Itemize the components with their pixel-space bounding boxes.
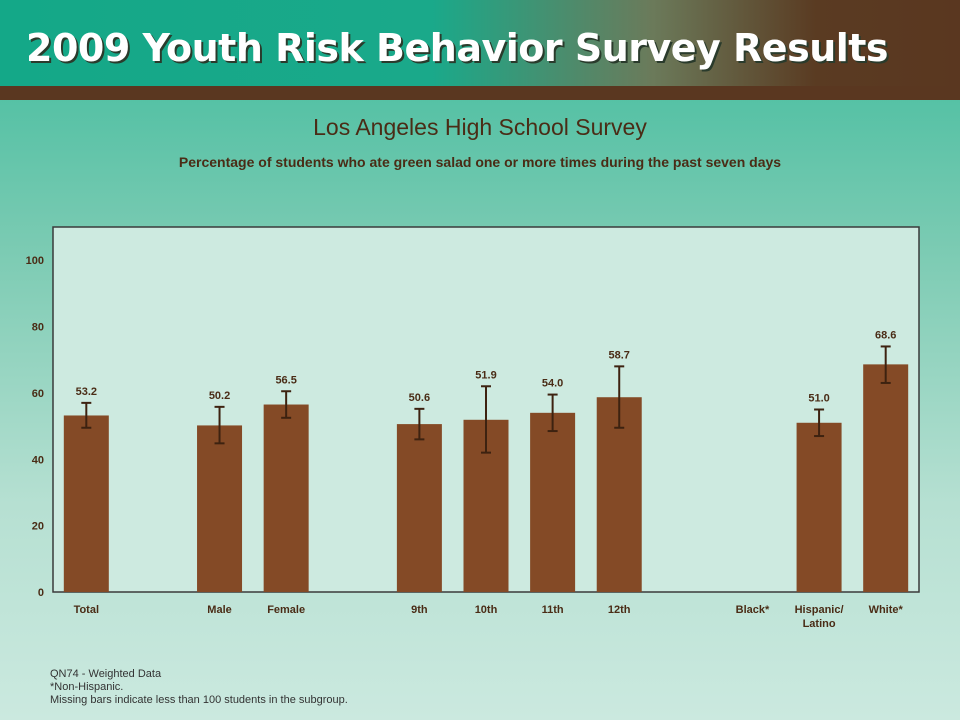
y-tick-label: 60 bbox=[32, 388, 44, 400]
data-label: 50.6 bbox=[409, 392, 430, 404]
y-tick-label: 100 bbox=[26, 255, 44, 267]
data-label: 56.5 bbox=[275, 374, 296, 386]
bar bbox=[596, 397, 642, 592]
x-tick-label: 10th bbox=[475, 604, 498, 616]
x-tick-label: 12th bbox=[608, 604, 631, 616]
y-tick-label: 0 bbox=[38, 587, 44, 599]
footnote-non-hispanic: *Non-Hispanic. bbox=[50, 681, 124, 693]
data-label: 54.0 bbox=[542, 378, 563, 390]
x-tick-label: Female bbox=[267, 604, 305, 616]
footnote-missing-bars: Missing bars indicate less than 100 stud… bbox=[50, 694, 348, 706]
data-label: 51.0 bbox=[808, 393, 829, 405]
x-tick-label: Male bbox=[207, 604, 231, 616]
chart-title: Los Angeles High School Survey bbox=[313, 114, 647, 140]
footnote-qn: QN74 - Weighted Data bbox=[50, 668, 162, 680]
header-banner: 2009 Youth Risk Behavior Survey Results bbox=[0, 0, 960, 86]
x-tick-label: Black* bbox=[736, 604, 770, 616]
x-tick-label: Latino bbox=[803, 618, 836, 630]
x-tick-label: Total bbox=[74, 604, 99, 616]
data-label: 68.6 bbox=[875, 329, 896, 341]
data-label: 51.9 bbox=[475, 369, 496, 381]
x-tick-label: White* bbox=[869, 604, 904, 616]
x-tick-label: 9th bbox=[411, 604, 428, 616]
y-tick-label: 80 bbox=[32, 322, 44, 334]
bar bbox=[263, 404, 309, 592]
bar bbox=[197, 425, 243, 592]
y-tick-label: 40 bbox=[32, 454, 44, 466]
x-tick-label: Hispanic/ bbox=[795, 604, 844, 616]
y-tick-label: 20 bbox=[32, 521, 44, 533]
chart-subtitle: Percentage of students who ate green sal… bbox=[178, 154, 782, 170]
bar bbox=[63, 415, 109, 592]
bar bbox=[530, 412, 576, 592]
data-label: 58.7 bbox=[609, 349, 630, 361]
data-label: 50.2 bbox=[209, 390, 230, 402]
x-tick-label: 11th bbox=[542, 604, 564, 616]
bar bbox=[396, 424, 442, 592]
header-band bbox=[0, 86, 960, 100]
bar bbox=[863, 364, 909, 592]
header-title: 2009 Youth Risk Behavior Survey Results bbox=[26, 26, 889, 70]
data-label: 53.2 bbox=[76, 386, 97, 398]
bar bbox=[796, 422, 842, 592]
